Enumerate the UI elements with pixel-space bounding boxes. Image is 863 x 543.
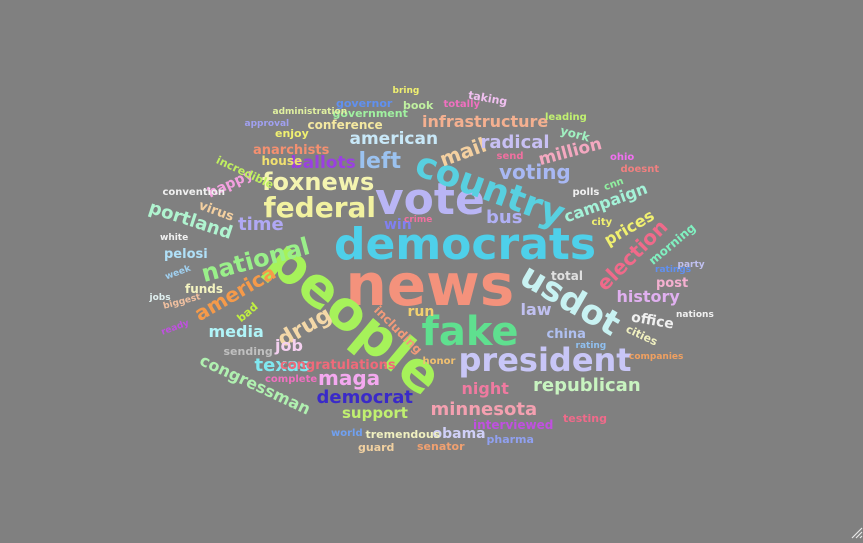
word-congratulations: congratulations xyxy=(280,357,396,373)
word-crime: crime xyxy=(404,214,433,225)
word-tremendous: tremendous xyxy=(365,427,441,441)
word-american: american xyxy=(349,128,439,149)
word-city: city xyxy=(591,217,613,228)
word-approval: approval xyxy=(244,118,290,129)
word-york: york xyxy=(558,123,592,145)
word-ratings: ratings xyxy=(655,264,692,275)
word-ohio: ohio xyxy=(610,152,635,163)
word-ready: ready xyxy=(159,317,191,338)
word-white: white xyxy=(160,232,189,243)
word-jobs: jobs xyxy=(149,292,171,303)
word-vote: vote xyxy=(375,174,485,225)
word-honor: honor xyxy=(422,356,456,367)
word-leading: leading xyxy=(545,112,587,123)
resize-grip-icon[interactable] xyxy=(849,524,863,539)
word-house: house xyxy=(261,154,303,168)
word-democrats: democrats xyxy=(334,219,597,270)
word-convention: convention xyxy=(162,187,226,198)
word-complete: complete xyxy=(265,374,318,385)
word-companies: companies xyxy=(629,351,684,362)
word-job: job xyxy=(275,336,303,355)
word-media: media xyxy=(208,322,264,341)
word-book: book xyxy=(403,98,434,112)
word-senator: senator xyxy=(417,439,465,453)
word-send: send xyxy=(496,151,524,162)
word-federal: federal xyxy=(263,191,377,224)
word-infrastructure: infrastructure xyxy=(422,112,549,131)
word-voting: voting xyxy=(499,160,571,184)
word-law: law xyxy=(520,300,552,319)
word-ballots: ballots xyxy=(290,152,356,173)
word-party: party xyxy=(677,259,705,270)
word-week: week xyxy=(163,263,192,282)
word-enjoy: enjoy xyxy=(275,126,309,140)
word-sending: sending xyxy=(223,344,273,358)
word-anarchists: anarchists xyxy=(253,142,330,158)
word-governor: governor xyxy=(336,96,393,110)
word-time: time xyxy=(238,214,284,235)
word-funds: funds xyxy=(185,282,224,296)
word-radical: radical xyxy=(480,132,550,153)
word-president: president xyxy=(458,341,632,379)
word-night: night xyxy=(461,379,509,398)
word-maga: maga xyxy=(318,366,381,390)
word-left: left xyxy=(358,149,402,174)
word-china: china xyxy=(546,326,586,342)
word-testing: testing xyxy=(563,411,607,425)
word-foxnews: foxnews xyxy=(262,168,375,196)
word-doesnt: doesnt xyxy=(620,164,660,175)
word-interviewed: interviewed xyxy=(473,418,554,432)
word-total: total xyxy=(551,269,583,283)
word-government: government xyxy=(332,106,408,120)
word-administration: administration xyxy=(272,106,348,117)
word-run: run xyxy=(407,304,435,320)
word-rating: rating xyxy=(575,340,607,351)
word-nations: nations xyxy=(676,309,714,320)
word-win: win xyxy=(384,217,412,233)
word-world: world xyxy=(331,428,363,439)
word-bus: bus xyxy=(486,207,523,228)
word-minnesota: minnesota xyxy=(430,399,538,420)
word-post: post xyxy=(656,275,689,291)
word-pelosi: pelosi xyxy=(164,246,208,262)
word-bring: bring xyxy=(392,85,420,96)
word-totally: totally xyxy=(443,99,481,110)
word-guard: guard xyxy=(358,440,395,454)
word-conference: conference xyxy=(307,118,383,132)
word-obama: obama xyxy=(432,426,486,442)
word-polls: polls xyxy=(572,187,600,198)
word-pharma: pharma xyxy=(486,432,534,446)
word-support: support xyxy=(342,403,408,422)
word-news: news xyxy=(345,251,515,319)
word-texas: texas xyxy=(254,355,310,376)
word-republican: republican xyxy=(533,375,641,396)
word-history: history xyxy=(616,287,680,306)
word-fake: fake xyxy=(421,309,519,355)
word-democrat: democrat xyxy=(316,387,414,408)
